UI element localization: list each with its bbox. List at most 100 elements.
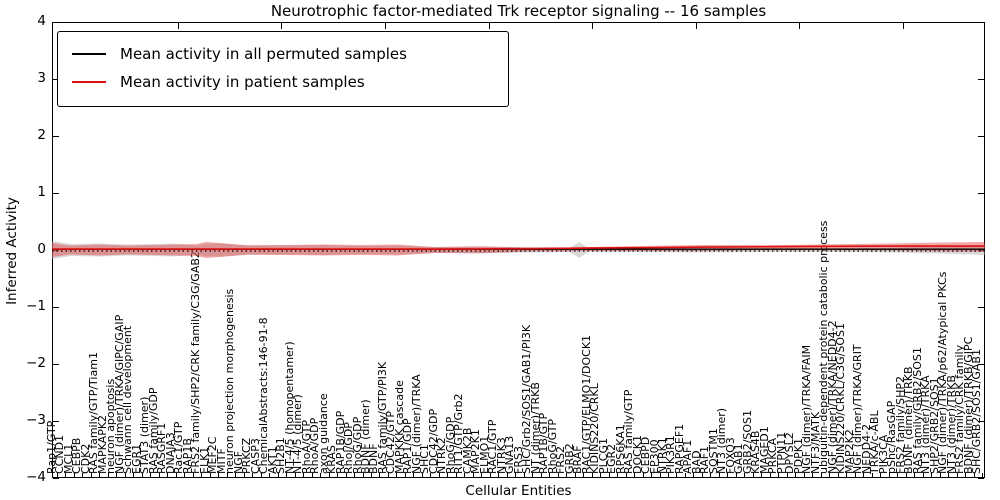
- x-tick-mark-bottom: [939, 473, 941, 477]
- x-tick-mark-bottom: [379, 473, 381, 477]
- x-tick-mark-bottom: [668, 473, 669, 477]
- legend: Mean activity in all permuted samples Me…: [57, 31, 509, 107]
- x-tick-mark-bottom: [676, 473, 678, 477]
- legend-item-patient: Mean activity in patient samples: [72, 68, 494, 96]
- x-tick-mark-top: [799, 23, 800, 29]
- x-tick-mark-bottom: [124, 473, 126, 477]
- x-tick-mark-bottom: [430, 473, 432, 477]
- x-tick-mark-bottom: [99, 473, 101, 477]
- x-tick-mark-bottom: [566, 473, 568, 477]
- x-tick-mark-bottom: [931, 473, 933, 477]
- x-tick-mark-bottom: [133, 473, 135, 477]
- x-tick-mark-bottom: [591, 473, 593, 477]
- x-tick-mark-bottom: [642, 473, 644, 477]
- y-tick-label: 4: [37, 13, 46, 29]
- y-tick-label: 1: [37, 184, 46, 200]
- x-tick-mark-bottom: [684, 473, 686, 477]
- x-tick-mark-bottom: [387, 473, 389, 477]
- x-tick-mark-bottom: [617, 473, 619, 477]
- x-tick-mark-bottom: [65, 473, 67, 477]
- x-tick-mark-bottom: [922, 473, 924, 477]
- x-tick-mark-top: [696, 23, 697, 29]
- x-tick-mark-bottom: [277, 473, 279, 477]
- y-tick-mark: [978, 135, 984, 137]
- x-tick-mark-bottom: [345, 473, 347, 477]
- y-tick-mark: [53, 477, 59, 479]
- x-tick-mark-bottom: [744, 473, 746, 477]
- red-line-swatch: [72, 81, 106, 83]
- x-tick-mark-bottom: [795, 473, 797, 477]
- y-tick-mark: [53, 363, 59, 365]
- x-tick-mark-top: [385, 23, 386, 29]
- x-tick-mark-bottom: [370, 473, 372, 477]
- x-tick-mark-bottom: [320, 473, 322, 477]
- x-tick-mark-bottom: [455, 473, 457, 477]
- x-tick-mark-bottom: [693, 473, 695, 477]
- x-tick-mark-bottom: [905, 473, 907, 477]
- x-tick-mark-bottom: [150, 473, 152, 477]
- y-tick-mark: [53, 78, 59, 80]
- y-tick-mark: [978, 306, 984, 308]
- x-tick-mark-bottom: [812, 473, 814, 477]
- x-tick-mark-bottom: [328, 473, 330, 477]
- x-tick-mark-bottom: [218, 473, 220, 477]
- y-tick-mark: [978, 78, 984, 80]
- x-tick-mark-bottom: [354, 473, 356, 477]
- chart-title: Neurotrophic factor-mediated Trk recepto…: [270, 2, 767, 20]
- x-tick-mark-bottom: [710, 473, 712, 477]
- y-tick-mark: [978, 249, 984, 251]
- y-tick-label: 2: [37, 127, 46, 143]
- x-tick-mark-bottom: [294, 473, 296, 477]
- y-tick-mark: [978, 363, 984, 365]
- x-tick-mark-bottom: [846, 473, 848, 477]
- x-tick-mark-bottom: [634, 473, 636, 477]
- x-tick-mark-bottom: [107, 473, 109, 477]
- x-tick-mark-bottom: [82, 473, 84, 477]
- x-tick-mark-bottom: [557, 473, 559, 477]
- y-tick-mark: [978, 420, 984, 422]
- x-tick-mark-bottom: [438, 473, 440, 477]
- x-tick-mark-bottom: [625, 473, 627, 477]
- x-tick-mark-bottom: [489, 473, 491, 477]
- x-axis-label: Cellular Entities: [465, 483, 572, 499]
- x-tick-mark-bottom: [167, 473, 169, 477]
- x-tick-mark-bottom: [651, 473, 653, 477]
- x-tick-mark-bottom: [472, 473, 474, 477]
- y-tick-mark: [53, 135, 59, 137]
- x-tick-mark-bottom: [600, 473, 602, 477]
- x-tick-mark-bottom: [956, 473, 958, 477]
- x-tick-mark-bottom: [303, 473, 305, 477]
- x-tick-mark-bottom: [362, 473, 364, 477]
- x-tick-mark-bottom: [506, 473, 508, 477]
- x-tick-mark-bottom: [184, 473, 186, 477]
- x-tick-mark-top: [592, 23, 593, 29]
- x-tick-mark-bottom: [481, 473, 483, 477]
- x-tick-mark-bottom: [803, 473, 805, 477]
- y-tick-label: −3: [26, 412, 46, 428]
- x-tick-mark-bottom: [269, 473, 271, 477]
- x-tick-mark-bottom: [948, 473, 950, 477]
- x-tick-mark-bottom: [659, 473, 661, 477]
- x-tick-mark-bottom: [701, 473, 703, 477]
- x-tick-mark-bottom: [413, 473, 415, 477]
- x-tick-mark-bottom: [854, 473, 856, 477]
- x-tick-mark-bottom: [583, 473, 585, 477]
- x-tick-mark-bottom: [404, 473, 406, 477]
- x-tick-mark-bottom: [608, 473, 610, 477]
- x-tick-mark-bottom: [515, 473, 517, 477]
- x-tick-mark-bottom: [897, 473, 899, 477]
- x-tick-mark-bottom: [718, 473, 720, 477]
- x-tick-mark-bottom: [837, 473, 839, 477]
- x-tick-mark-bottom: [116, 473, 118, 477]
- x-tick-mark-bottom: [201, 473, 203, 477]
- x-tick-mark-top: [281, 23, 282, 29]
- y-tick-mark: [53, 192, 59, 194]
- x-tick-mark-bottom: [829, 473, 831, 477]
- y-tick-mark: [978, 477, 984, 479]
- x-tick-mark-bottom: [769, 473, 771, 477]
- y-tick-mark: [53, 420, 59, 422]
- x-tick-mark-bottom: [888, 473, 890, 477]
- x-tick-mark-bottom: [141, 473, 143, 477]
- x-tick-mark-bottom: [574, 473, 576, 477]
